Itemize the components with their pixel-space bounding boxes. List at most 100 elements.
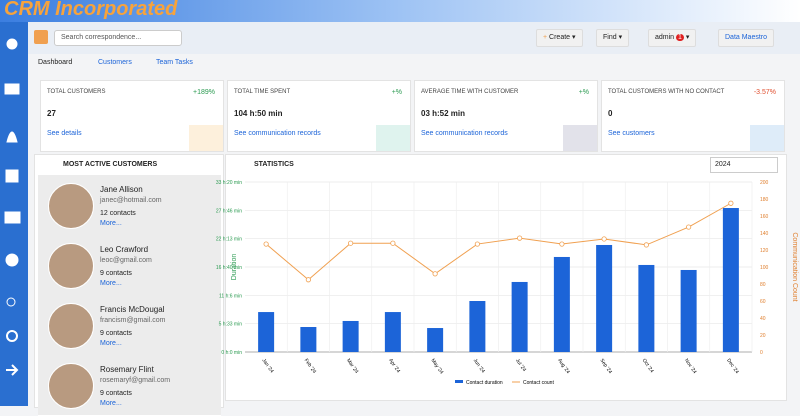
customer-name: Rosemary Flint [100, 365, 154, 374]
x-tick-label: Feb '24 [303, 358, 318, 375]
x-tick-label: Jan '24 [260, 358, 274, 375]
card-icon [376, 125, 410, 151]
y2-tick-label: 40 [760, 316, 766, 322]
card-title: TOTAL CUSTOMERS WITH NO CONTACT [608, 89, 725, 95]
menu-button[interactable] [34, 30, 48, 44]
card-value: 104 h:50 min [234, 109, 283, 118]
card-link[interactable]: See details [47, 130, 82, 137]
bar [553, 256, 570, 352]
customer-email: janec@hotmail.com [100, 197, 162, 204]
panel-title: MOST ACTIVE CUSTOMERS [63, 161, 158, 168]
line-marker [390, 240, 396, 246]
more-link[interactable]: More... [100, 400, 122, 407]
create-button[interactable]: + Create ▾ [536, 29, 583, 47]
bar [427, 328, 444, 352]
x-tick-label: Oct '24 [641, 358, 655, 374]
card-title: AVERAGE TIME WITH CUSTOMER [421, 89, 519, 95]
statistics-chart: Duration Communication Count 0 h:0 min 5 h:… [216, 180, 798, 386]
bar [638, 264, 655, 352]
avatar [48, 363, 94, 409]
line [265, 202, 732, 281]
customer-email: francism@gmail.com [100, 317, 166, 324]
line-marker [728, 200, 734, 206]
stat-card: TOTAL CUSTOMERS +189% 27 See details [40, 80, 224, 152]
y-tick-label: 33 h:20 min [216, 180, 242, 186]
customer-name: Francis McDougal [100, 305, 165, 314]
x-tick-label: Jul '24 [514, 358, 527, 373]
line-marker [305, 277, 311, 283]
y2-tick-label: 160 [760, 214, 769, 220]
y-tick-label: 16 h:40 min [216, 265, 242, 271]
admin-button[interactable]: admin 1 ▾ [648, 29, 697, 47]
card-value: 0 [608, 109, 613, 118]
customer-contacts: 9 contacts [100, 270, 132, 277]
y-tick-label: 11 h:6 min [219, 293, 242, 299]
line-marker [263, 241, 269, 247]
line-marker [601, 236, 607, 242]
stat-card: TOTAL CUSTOMERS WITH NO CONTACT -3.57% 0 Se… [601, 80, 785, 152]
legend-label: Contact duration [466, 380, 503, 386]
more-link[interactable]: More... [100, 340, 122, 347]
line-marker [559, 241, 565, 247]
bar [258, 312, 275, 352]
card-icon [750, 125, 784, 151]
find-button[interactable]: Find ▾ [596, 29, 630, 47]
y2-tick-label: 60 [760, 299, 766, 305]
button-label: Create [549, 34, 571, 41]
tab[interactable]: Customers [98, 59, 132, 66]
y2-tick-label: 20 [760, 333, 766, 339]
legend-label: Contact count [523, 380, 554, 386]
card-icon [189, 125, 223, 151]
customer-item: Leo Crawford leoc@gmail.com 9 contacts More… [38, 235, 221, 296]
y-tick-label: 22 h:13 min [216, 237, 242, 243]
card-link[interactable]: See communication records [421, 130, 508, 137]
x-tick-label: Dec '24 [725, 358, 740, 375]
tab[interactable]: Dashboard [38, 59, 72, 66]
bar [680, 269, 697, 352]
tab-label: Dashboard [38, 59, 73, 66]
x-tick-label: May '24 [429, 358, 444, 376]
sidebar [0, 22, 28, 406]
app-title: CRM Incorporated [4, 0, 178, 20]
card-change: +189% [193, 89, 215, 96]
line-marker [432, 271, 438, 277]
panel-title: STATISTICS [254, 161, 294, 168]
y2-tick-label: 0 [760, 350, 763, 356]
customer-name: Leo Crawford [100, 245, 149, 254]
customer-name: Jane Allison [100, 185, 143, 194]
bar [596, 244, 613, 352]
customer-email: leoc@gmail.com [100, 257, 152, 264]
bar [511, 281, 528, 352]
card-value: 03 h:52 min [421, 109, 466, 118]
x-tick-label: Sep '24 [598, 358, 613, 375]
data-maestro-button[interactable]: Data Maestro [718, 29, 775, 47]
stat-card: TOTAL TIME SPENT +% 104 h:50 min See commun… [227, 80, 411, 152]
tab[interactable]: Team Tasks [156, 59, 193, 66]
avatar [48, 243, 94, 289]
y2-tick-label: 100 [760, 265, 769, 271]
sidebar-icons [4, 38, 21, 376]
customer-item: Jane Allison janec@hotmail.com 12 contacts… [38, 175, 221, 236]
line-marker [686, 224, 692, 230]
card-change: +% [391, 89, 402, 96]
tab-label: Team Tasks [156, 59, 193, 66]
card-value: 27 [47, 109, 56, 118]
more-link[interactable]: More... [100, 220, 122, 227]
line-marker [517, 235, 523, 241]
customer-contacts: 9 contacts [100, 330, 132, 337]
year-select[interactable]: 2024 [710, 157, 778, 173]
y2-tick-label: 140 [760, 231, 769, 237]
more-link[interactable]: More... [100, 280, 122, 287]
x-tick-label: Aug '24 [556, 358, 571, 375]
y-tick-label: 5 h:33 min [219, 322, 243, 328]
line-marker [474, 241, 480, 247]
customer-contacts: 9 contacts [100, 390, 132, 397]
card-change: -3.57% [753, 89, 776, 96]
card-link[interactable]: See customers [608, 130, 655, 137]
bar [469, 301, 486, 352]
line-marker [348, 240, 354, 246]
card-link[interactable]: See communication records [234, 130, 321, 137]
search-box[interactable]: Search correspondence... [54, 30, 182, 46]
button-label: Data Maestro [725, 34, 768, 41]
